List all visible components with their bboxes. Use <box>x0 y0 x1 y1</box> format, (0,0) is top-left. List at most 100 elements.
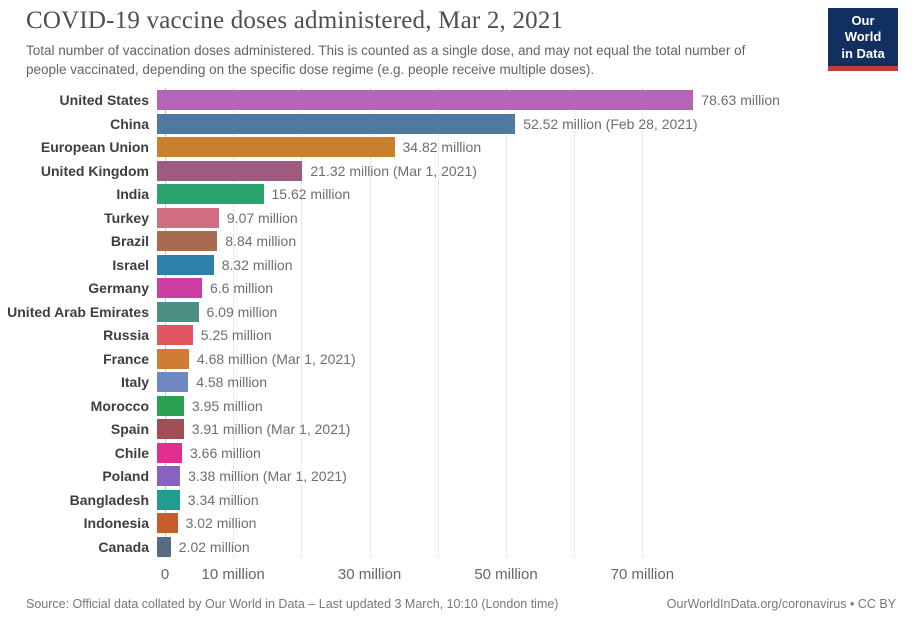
bar-plot-cell: 4.58 million <box>157 370 920 394</box>
bar[interactable] <box>157 137 395 158</box>
bar-value-label: 6.09 million <box>206 303 278 320</box>
gridline <box>233 88 235 559</box>
footer: Source: Official data collated by Our Wo… <box>0 597 920 611</box>
bar-plot-cell: 8.32 million <box>157 253 920 277</box>
bar-plot-cell: 9.07 million <box>157 206 920 230</box>
bar-plot-cell: 52.52 million (Feb 28, 2021) <box>157 112 920 136</box>
country-label: United Arab Emirates <box>7 303 149 320</box>
bar-plot-cell: 15.62 million <box>157 182 920 206</box>
country-label: Russia <box>103 327 149 344</box>
bar[interactable] <box>157 419 184 440</box>
gridline <box>642 88 644 559</box>
bar-value-label: 3.95 million <box>191 397 263 414</box>
bar-row: Turkey 9.07 million <box>0 206 920 230</box>
bar-row: Indonesia 3.02 million <box>0 511 920 535</box>
country-label: Italy <box>120 374 149 391</box>
bar-value-label: 4.58 million <box>196 374 268 391</box>
bar-row: Spain 3.91 million (Mar 1, 2021) <box>0 417 920 441</box>
bar-row: United States 78.63 million <box>0 88 920 112</box>
bar-plot-cell: 5.25 million <box>157 323 920 347</box>
gridline <box>369 88 371 559</box>
bar[interactable] <box>157 254 214 275</box>
bar-plot-cell: 21.32 million (Mar 1, 2021) <box>157 159 920 183</box>
country-label: Canada <box>98 538 149 555</box>
country-label: India <box>116 186 149 203</box>
bar-row: Italy 4.58 million <box>0 370 920 394</box>
bar-row: Germany 6.6 million <box>0 276 920 300</box>
source-note: Source: Official data collated by Our Wo… <box>26 597 559 612</box>
chart-subtitle: Total number of vaccination doses admini… <box>26 43 746 78</box>
x-tick-label: 0 <box>160 566 170 584</box>
bar-row: Canada 2.02 million <box>0 535 920 559</box>
bar-value-label: 6.6 million <box>210 280 274 297</box>
bar[interactable] <box>157 442 182 463</box>
bar-value-label: 8.32 million <box>221 256 293 273</box>
bar-plot-cell: 4.68 million (Mar 1, 2021) <box>157 347 920 371</box>
owid-logo-line1: Our World <box>844 13 882 45</box>
country-label: Bangladesh <box>69 491 149 508</box>
country-label: Turkey <box>104 209 149 226</box>
bar[interactable] <box>157 278 202 299</box>
bar-plot-cell: 6.09 million <box>157 300 920 324</box>
bar[interactable] <box>157 513 178 534</box>
bar-value-label: 34.82 million <box>402 139 482 156</box>
bar-rows: United States 78.63 million China 52.52 mil… <box>0 88 920 558</box>
bar-plot-cell: 6.6 million <box>157 276 920 300</box>
owid-logo: Our World in Data <box>828 8 898 71</box>
gridline <box>574 88 576 559</box>
country-label: Spain <box>110 421 149 438</box>
bar[interactable] <box>157 160 303 181</box>
grid-layer <box>165 88 915 559</box>
country-label: United States <box>59 92 149 109</box>
bar-plot-cell: 3.38 million (Mar 1, 2021) <box>157 464 920 488</box>
bar-row: China 52.52 million (Feb 28, 2021) <box>0 112 920 136</box>
country-label: United Kingdom <box>40 162 149 179</box>
bar-chart: United States 78.63 million China 52.52 mil… <box>0 88 920 588</box>
bar-value-label: 3.66 million <box>190 444 261 461</box>
bar-plot-cell: 2.02 million <box>157 535 920 559</box>
bar[interactable] <box>157 489 180 510</box>
x-tick-label: 50 million <box>474 566 538 584</box>
x-tick-label: 10 million <box>201 566 265 584</box>
bar-value-label: 4.68 million (Mar 1, 2021) <box>196 350 356 367</box>
x-tick-label: 30 million <box>337 566 402 584</box>
bar-row: Israel 8.32 million <box>0 253 920 277</box>
bar-plot-cell: 34.82 million <box>157 135 920 159</box>
bar-plot-cell: 3.91 million (Mar 1, 2021) <box>157 417 920 441</box>
bar[interactable] <box>157 395 184 416</box>
bar[interactable] <box>157 90 694 111</box>
bar[interactable] <box>157 372 189 393</box>
bar-value-label: 5.25 million <box>200 327 272 344</box>
country-label: Chile <box>114 444 149 461</box>
bar-row: Chile 3.66 million <box>0 441 920 465</box>
gridline <box>301 88 303 559</box>
bar-row: Bangladesh 3.34 million <box>0 488 920 512</box>
chart-title: COVID-19 vaccine doses administered, Mar… <box>26 7 564 34</box>
bar[interactable] <box>157 184 264 205</box>
bar[interactable] <box>157 301 199 322</box>
bar[interactable] <box>157 348 189 369</box>
bar-plot-cell: 3.95 million <box>157 394 920 418</box>
bar-plot-cell: 78.63 million <box>157 88 920 112</box>
bar-row: Morocco 3.95 million <box>0 394 920 418</box>
bar-value-label: 8.84 million <box>225 233 297 250</box>
bar-plot-cell: 8.84 million <box>157 229 920 253</box>
bar-row: United Kingdom 21.32 million (Mar 1, 2021… <box>0 159 920 183</box>
bar[interactable] <box>157 231 218 252</box>
bar[interactable] <box>157 466 181 487</box>
owid-logo-line2: in Data <box>841 45 885 61</box>
bar[interactable] <box>157 207 219 228</box>
bar-plot-cell: 3.34 million <box>157 488 920 512</box>
bar-row: Russia 5.25 million <box>0 323 920 347</box>
bar-plot-cell: 3.02 million <box>157 511 920 535</box>
bar-row: Poland 3.38 million (Mar 1, 2021) <box>0 464 920 488</box>
bar[interactable] <box>157 325 193 346</box>
country-label: Brazil <box>110 233 149 250</box>
axis-zero-line <box>165 88 166 559</box>
bar-value-label: 21.32 million (Mar 1, 2021) <box>310 162 477 179</box>
bar[interactable] <box>157 113 516 134</box>
bar[interactable] <box>157 536 171 557</box>
bar-row: India 15.62 million <box>0 182 920 206</box>
gridline <box>506 88 507 559</box>
